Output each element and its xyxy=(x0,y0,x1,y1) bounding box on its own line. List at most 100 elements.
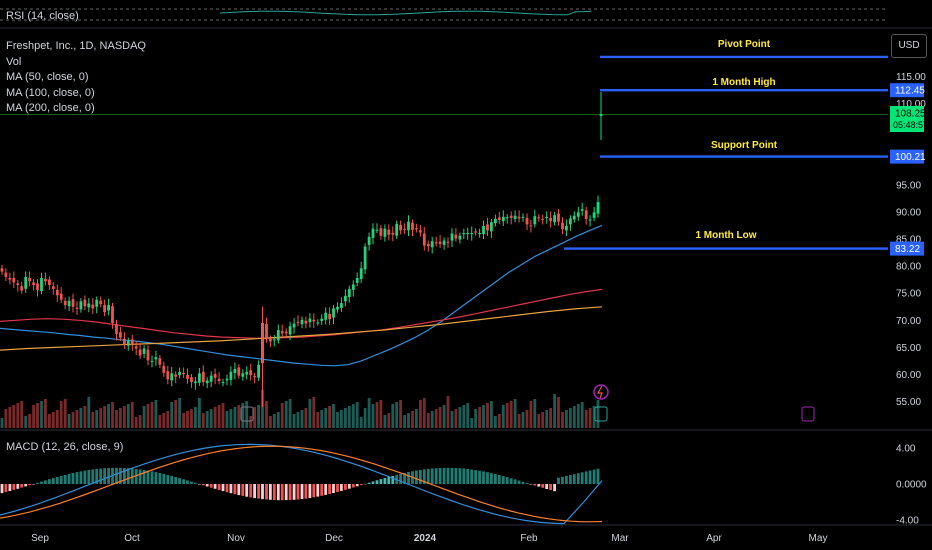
candle-body[interactable] xyxy=(596,202,600,214)
candle-body[interactable] xyxy=(217,378,221,381)
candle-body[interactable] xyxy=(111,306,114,323)
candle-body[interactable] xyxy=(320,318,324,321)
candle-body[interactable] xyxy=(198,373,201,383)
candle-body[interactable] xyxy=(296,321,300,323)
candle-body[interactable] xyxy=(12,278,16,283)
ma100-indicator-label[interactable]: MA (100, close, 0) xyxy=(6,86,95,99)
candle-body[interactable] xyxy=(154,357,158,360)
candle-body[interactable] xyxy=(186,375,189,379)
candle-body[interactable] xyxy=(324,312,328,320)
candle-body[interactable] xyxy=(75,307,79,309)
candle-body[interactable] xyxy=(292,323,296,328)
candle-body[interactable] xyxy=(545,216,549,218)
candle-body[interactable] xyxy=(170,373,174,381)
candle-body[interactable] xyxy=(8,278,12,280)
candle-body[interactable] xyxy=(446,241,450,243)
ma50-indicator-label[interactable]: MA (50, close, 0) xyxy=(6,71,89,83)
candle-body[interactable] xyxy=(359,268,363,280)
candle-body[interactable] xyxy=(24,276,28,289)
candle-body[interactable] xyxy=(233,369,237,373)
candle-body[interactable] xyxy=(91,304,95,309)
candle-body[interactable] xyxy=(249,370,253,376)
candle-body[interactable] xyxy=(51,286,55,289)
candle-body[interactable] xyxy=(407,221,410,231)
candle-body[interactable] xyxy=(569,218,572,225)
candle-body[interactable] xyxy=(280,331,284,334)
ma200-indicator-label[interactable]: MA (200, close, 0) xyxy=(6,102,95,114)
candle-body[interactable] xyxy=(304,320,308,324)
candle-body[interactable] xyxy=(497,217,501,220)
candle-body[interactable] xyxy=(462,233,466,235)
candle-body[interactable] xyxy=(99,300,103,305)
candle-body[interactable] xyxy=(138,349,142,356)
candle-body[interactable] xyxy=(225,378,229,381)
candle-body[interactable] xyxy=(576,212,580,217)
candle-body[interactable] xyxy=(67,300,71,307)
candle-body[interactable] xyxy=(450,233,454,241)
candle-body[interactable] xyxy=(134,346,138,349)
candle-body[interactable] xyxy=(403,228,406,230)
candle-body[interactable] xyxy=(221,382,225,384)
candle-body[interactable] xyxy=(229,371,233,380)
candle-body[interactable] xyxy=(599,114,603,116)
candle-body[interactable] xyxy=(332,308,335,318)
candle-body[interactable] xyxy=(316,322,320,324)
candle-body[interactable] xyxy=(328,313,331,320)
earnings-marker[interactable] xyxy=(240,406,254,422)
candle-body[interactable] xyxy=(565,226,568,231)
candle-body[interactable] xyxy=(490,222,493,232)
candle-body[interactable] xyxy=(119,332,122,338)
candle-body[interactable] xyxy=(4,272,8,277)
candle-body[interactable] xyxy=(308,318,312,322)
candle-body[interactable] xyxy=(71,299,75,307)
candle-body[interactable] xyxy=(63,300,67,306)
candle-body[interactable] xyxy=(383,228,387,237)
candle-body[interactable] xyxy=(541,218,545,220)
candle-body[interactable] xyxy=(162,365,166,373)
candle-body[interactable] xyxy=(474,231,477,233)
candle-body[interactable] xyxy=(340,303,343,308)
dividend-marker[interactable] xyxy=(593,384,609,400)
candle-body[interactable] xyxy=(391,233,395,235)
candle-body[interactable] xyxy=(276,330,280,341)
candle-body[interactable] xyxy=(529,225,533,227)
candle-body[interactable] xyxy=(486,224,489,231)
candle-body[interactable] xyxy=(347,288,351,297)
candle-body[interactable] xyxy=(158,358,162,365)
candle-body[interactable] xyxy=(174,374,178,377)
candle-body[interactable] xyxy=(351,284,355,290)
candle-body[interactable] xyxy=(367,236,371,245)
candle-body[interactable] xyxy=(525,217,529,225)
candle-body[interactable] xyxy=(419,230,422,233)
candle-body[interactable] xyxy=(32,282,35,286)
candle-body[interactable] xyxy=(411,222,414,230)
candle-body[interactable] xyxy=(16,283,20,285)
candle-body[interactable] xyxy=(482,226,485,235)
candle-body[interactable] xyxy=(272,339,276,341)
candle-body[interactable] xyxy=(28,278,31,282)
candle-body[interactable] xyxy=(194,381,197,384)
candle-body[interactable] xyxy=(572,215,576,220)
candle-body[interactable] xyxy=(415,228,418,230)
candle-body[interactable] xyxy=(434,242,438,244)
candle-body[interactable] xyxy=(257,364,260,378)
candle-body[interactable] xyxy=(103,305,106,313)
candle-body[interactable] xyxy=(241,373,245,377)
candle-body[interactable] xyxy=(584,210,588,219)
candle-body[interactable] xyxy=(561,222,564,230)
macd-title[interactable]: MACD (12, 26, close, 9) xyxy=(6,441,124,453)
candle-body[interactable] xyxy=(454,234,458,239)
candle-body[interactable] xyxy=(312,319,316,322)
candle-body[interactable] xyxy=(59,293,63,300)
candle-body[interactable] xyxy=(36,283,39,290)
currency-button[interactable]: USD xyxy=(891,34,927,58)
candle-body[interactable] xyxy=(426,243,430,247)
candle-body[interactable] xyxy=(115,324,118,334)
candle-body[interactable] xyxy=(363,246,367,270)
rsi-title[interactable]: RSI (14, close) xyxy=(6,10,79,22)
candle-body[interactable] xyxy=(458,235,462,240)
candle-body[interactable] xyxy=(580,209,584,211)
candle-body[interactable] xyxy=(146,349,150,361)
candle-body[interactable] xyxy=(355,278,359,283)
earnings-marker[interactable] xyxy=(594,406,608,422)
